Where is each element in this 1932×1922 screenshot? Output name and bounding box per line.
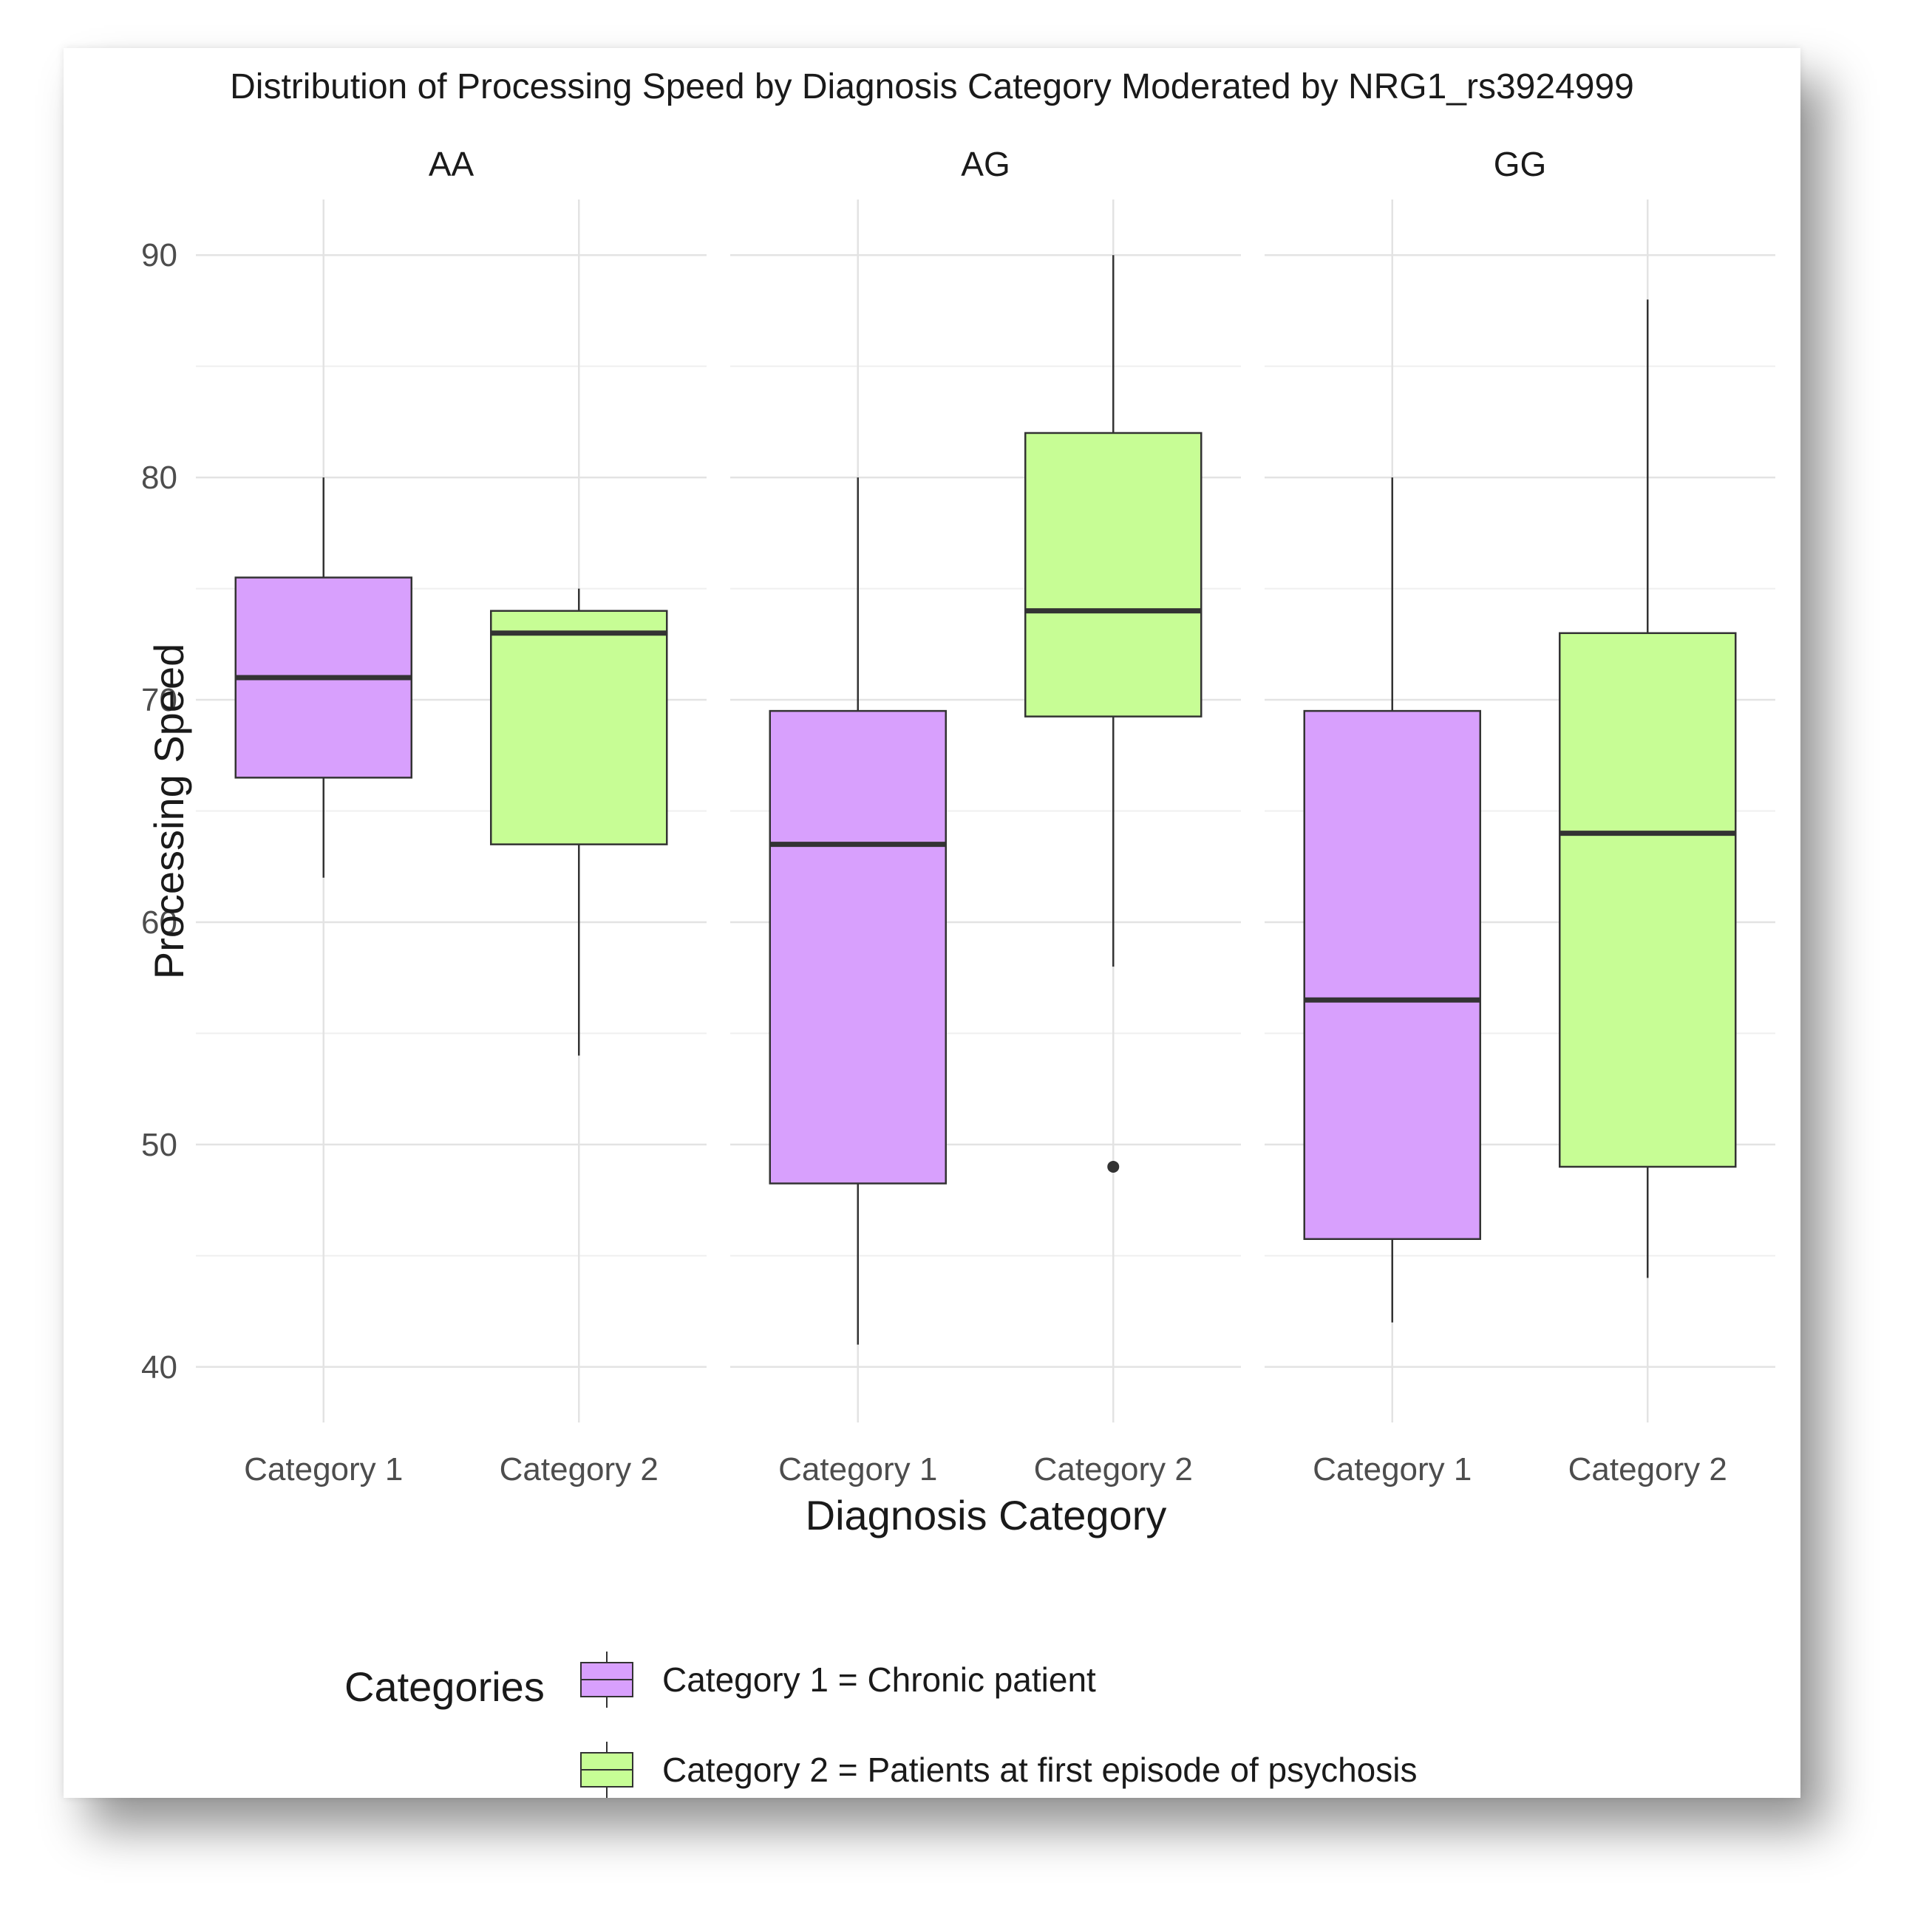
y-tick-label-80: 80: [141, 460, 177, 496]
chart-card: Distribution of Processing Speed by Diag…: [64, 48, 1800, 1798]
legend-label-1: Category 1 = Chronic patient: [662, 1660, 1096, 1699]
chart-title: Distribution of Processing Speed by Diag…: [230, 67, 1634, 106]
legend-title: Categories: [344, 1663, 545, 1710]
facet-ag-cat2-x-tick-label: Category 2: [1034, 1451, 1193, 1487]
x-axis-title: Diagnosis Category: [806, 1492, 1167, 1538]
grid-layer: [196, 200, 1775, 1422]
facet-ag-cat1-x-tick-label: Category 1: [778, 1451, 937, 1487]
y-tick-label-90: 90: [141, 237, 177, 273]
facet-ag-cat2-box: [1024, 432, 1203, 718]
facet-ag-cat2-outlier-point: [1107, 1160, 1120, 1173]
facet-gg-cat1-box: [1303, 709, 1481, 1240]
facet-aa-cat2-box: [490, 610, 668, 845]
legend: Categories Category 1 = Chronic patient C…: [344, 1652, 1417, 1798]
facet-gg-cat2-box: [1559, 632, 1737, 1168]
axes-layer: 40 50 60 70 80 90 AA Category 1 Category 2 AG Cate…: [141, 145, 1727, 1487]
facet-label-gg: GG: [1494, 145, 1547, 183]
facet-aa-cat2-x-tick-label: Category 2: [500, 1451, 659, 1487]
facet-gg-cat1-x-tick-label: Category 1: [1313, 1451, 1472, 1487]
boxplot-chart: Distribution of Processing Speed by Diag…: [141, 67, 1775, 1798]
facet-gg-cat2-x-tick-label: Category 2: [1568, 1451, 1727, 1487]
y-tick-label-60: 60: [141, 904, 177, 941]
y-tick-label-40: 40: [141, 1349, 177, 1386]
facet-label-ag: AG: [961, 145, 1010, 183]
y-tick-label-70: 70: [141, 682, 177, 718]
legend-label-2: Category 2 = Patients at first episode o…: [662, 1751, 1417, 1789]
marks-layer: [234, 255, 1737, 1345]
facet-aa-cat1-x-tick-label: Category 1: [244, 1451, 403, 1487]
facet-label-aa: AA: [429, 145, 475, 183]
y-axis-title: Processing Speed: [146, 644, 192, 980]
facet-ag-cat1-box: [769, 709, 947, 1185]
y-tick-label-50: 50: [141, 1127, 177, 1163]
